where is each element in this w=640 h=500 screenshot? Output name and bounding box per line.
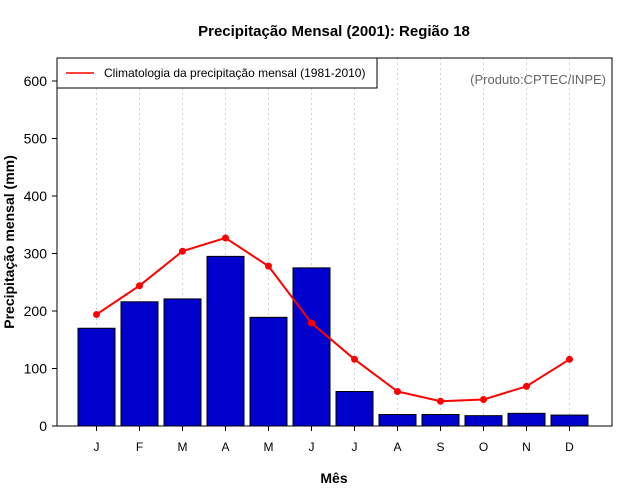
y-tick-label-500: 500 xyxy=(24,131,48,147)
y-axis-title: Precipitação mensal (mm) xyxy=(1,155,17,329)
climatology-line xyxy=(95,236,571,403)
y-tick-label-600: 600 xyxy=(24,73,48,89)
y-axis: 0 100 200 300 400 500 600 xyxy=(24,73,57,434)
y-tick-label-300: 300 xyxy=(24,246,48,262)
bar-A-8 xyxy=(378,414,417,427)
climatology-point-8 xyxy=(394,388,401,395)
x-tick-label-5: M xyxy=(264,440,274,454)
climatology-point-12 xyxy=(566,355,573,363)
climatology-point-7 xyxy=(351,355,358,363)
x-tick-label-4: A xyxy=(221,440,229,454)
bar-series xyxy=(77,255,589,427)
climatology-point-9 xyxy=(437,397,444,405)
legend-entry-climatology: Climatologia da precipitação mensal (198… xyxy=(104,66,365,80)
bar-M-5 xyxy=(249,316,288,427)
bar-J-6 xyxy=(292,267,331,427)
x-tick-label-12: D xyxy=(565,440,574,454)
climatology-line-series xyxy=(93,234,573,405)
climatology-point-5 xyxy=(265,262,272,270)
x-tick-label-2: F xyxy=(136,440,143,454)
bar-D-12 xyxy=(550,414,589,427)
legend: Climatologia da precipitação mensal (198… xyxy=(56,57,378,89)
climatology-point-4 xyxy=(222,234,229,242)
chart-title: Precipitação Mensal (2001): Região 18 xyxy=(198,23,470,40)
x-tick-label-1: J xyxy=(94,440,100,454)
bar-S-9 xyxy=(421,414,460,427)
climatology-point-6 xyxy=(308,319,315,327)
x-tick-label-9: S xyxy=(436,440,444,454)
x-tick-label-8: A xyxy=(393,440,401,454)
x-tick-label-6: J xyxy=(309,440,315,454)
climatology-point-10 xyxy=(480,396,487,404)
x-axis-title: Mês xyxy=(320,470,347,486)
x-tick-label-11: N xyxy=(522,440,531,454)
bar-F-2 xyxy=(120,301,159,427)
x-tick-label-7: J xyxy=(352,440,358,454)
source-annotation: (Produto:CPTEC/INPE) xyxy=(470,72,606,87)
climatology-point-1 xyxy=(93,310,100,318)
bar-O-10 xyxy=(464,415,503,427)
climatology-point-3 xyxy=(179,247,186,255)
y-tick-label-200: 200 xyxy=(24,303,48,319)
bar-J-1 xyxy=(77,327,116,427)
climatology-point-11 xyxy=(523,382,530,390)
x-tick-label-10: O xyxy=(479,440,488,454)
bar-M-3 xyxy=(163,298,202,427)
bar-J-7 xyxy=(335,391,374,427)
y-tick-label-0: 0 xyxy=(39,418,47,434)
y-tick-label-100: 100 xyxy=(24,361,48,377)
climatology-point-2 xyxy=(136,282,143,290)
bar-N-11 xyxy=(507,412,546,427)
y-tick-label-400: 400 xyxy=(24,188,48,204)
x-tick-label-3: M xyxy=(178,440,188,454)
legend-box xyxy=(56,57,378,89)
bar-A-4 xyxy=(206,255,245,427)
